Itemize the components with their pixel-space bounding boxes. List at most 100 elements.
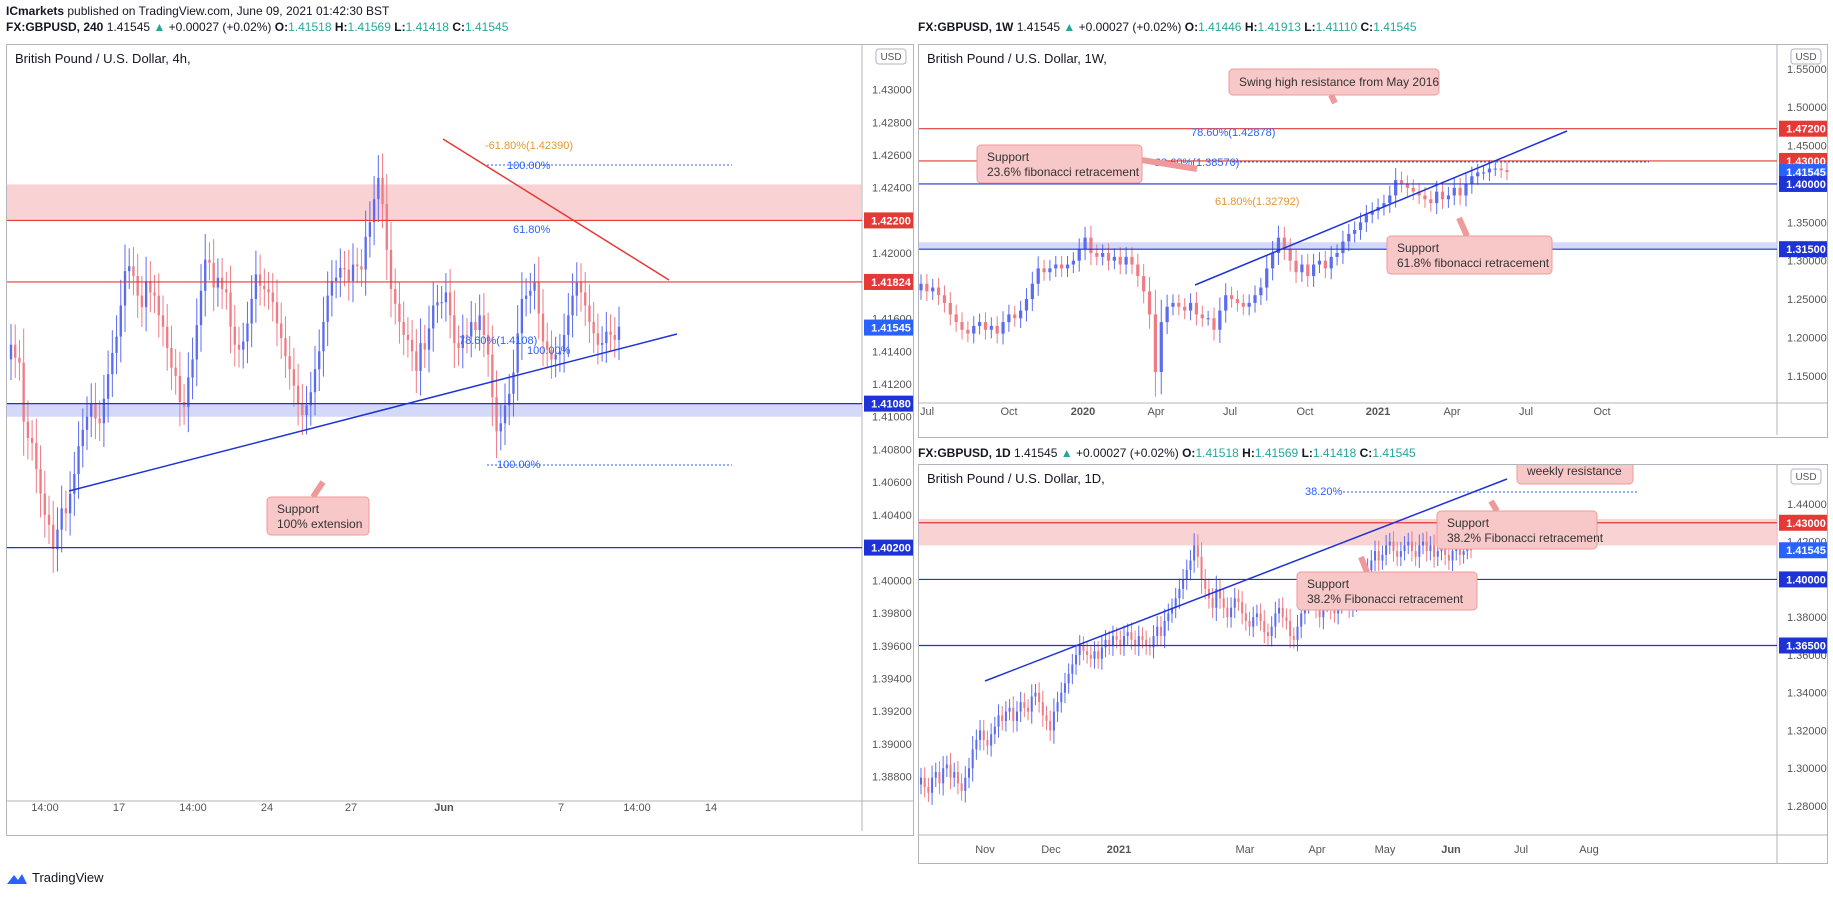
candle-down: [949, 764, 952, 778]
candle-up: [562, 334, 566, 352]
candle-down: [453, 315, 456, 344]
annotation-text: Swing high resistance from May 2016: [1239, 75, 1439, 89]
candle-down: [1417, 191, 1421, 196]
symbol-interval[interactable]: FX:GBPUSD, 1D: [918, 446, 1011, 460]
candle-down: [1405, 183, 1409, 188]
chart-1d-svg[interactable]: USD1.440001.420001.400001.380001.360001.…: [919, 465, 1827, 863]
candle-up: [461, 334, 464, 349]
candle-down: [394, 289, 397, 304]
candle-down: [347, 269, 350, 281]
currency-tag: [875, 48, 907, 65]
chart-panel-1d[interactable]: USD1.440001.420001.400001.380001.360001.…: [918, 464, 1828, 864]
candle-down: [153, 292, 156, 296]
y-tick-label: 1.41400: [872, 346, 912, 358]
price-tag-label: 1.41824: [871, 277, 912, 289]
candle-up: [1370, 560, 1373, 570]
resistance-zone: [7, 184, 862, 221]
y-tick-label: 1.42600: [872, 150, 912, 162]
candle-down: [1041, 702, 1044, 716]
candle-up: [364, 236, 367, 270]
symbol-interval[interactable]: FX:GBPUSD, 1W: [918, 20, 1014, 34]
candle-down: [541, 313, 545, 342]
candle-down: [1086, 651, 1089, 655]
candle-down: [1444, 545, 1447, 555]
candle-up: [1178, 588, 1181, 599]
candle-down: [157, 295, 160, 316]
candle-down: [267, 289, 270, 293]
annotation-box: [1516, 465, 1634, 485]
x-tick-label: Oct: [1593, 406, 1610, 418]
chart-title: British Pound / U.S. Dollar, 4h,: [15, 51, 191, 66]
candle-up: [1487, 168, 1492, 173]
candle-down: [39, 469, 42, 494]
candle-down: [1399, 180, 1404, 184]
candle-down: [1049, 721, 1052, 731]
candle-down: [161, 315, 165, 327]
candle-up: [503, 405, 507, 424]
candle-up: [1388, 195, 1392, 204]
candle-up: [195, 325, 198, 360]
symbol-interval[interactable]: FX:GBPUSD, 240: [6, 20, 104, 34]
candle-down: [1294, 260, 1298, 273]
candle-up: [508, 393, 511, 406]
candle-up: [351, 264, 355, 281]
x-tick-label: 14:00: [623, 802, 651, 814]
publish-date: published on TradingView.com, June 09, 2…: [67, 4, 390, 18]
candle-up: [971, 749, 974, 769]
candle-up: [1382, 203, 1386, 207]
chart-title: British Pound / U.S. Dollar, 1W,: [927, 51, 1107, 66]
candle-down: [609, 331, 612, 335]
candle-down: [474, 321, 477, 331]
publisher-name[interactable]: ICmarkets: [6, 4, 65, 18]
chart-panel-4h[interactable]: USD 1.43000 1.42800 1.42600 1.42400 1.42200 1.…: [6, 44, 914, 836]
candle-down: [43, 493, 46, 515]
candle-up: [250, 298, 253, 324]
candle-down: [26, 421, 30, 438]
last-price: 1.41545: [1014, 446, 1058, 460]
candle-down: [1089, 237, 1093, 254]
tradingview-logo[interactable]: TradingView: [6, 870, 104, 885]
candle-up: [1189, 560, 1192, 570]
candle-down: [1145, 639, 1148, 646]
x-tick-label: Jul: [1519, 406, 1533, 418]
support-zone: [919, 242, 1777, 250]
chart-4h-svg[interactable]: USD 1.43000 1.42800 1.42600 1.42400 1.42200 1.…: [7, 45, 913, 835]
candle-down: [1204, 579, 1207, 589]
candle-up: [931, 287, 935, 292]
candle-down: [1333, 607, 1336, 614]
candle-up: [1001, 322, 1005, 334]
candle-up: [1188, 302, 1193, 311]
candle-down: [1410, 541, 1413, 552]
low-value: 1.41110: [1315, 20, 1358, 34]
price-tag: [1779, 637, 1827, 654]
trendline: [1194, 130, 1568, 286]
x-tick-label: Mar: [1236, 844, 1255, 856]
candle-up: [1300, 264, 1304, 273]
candle-down: [1148, 645, 1151, 648]
price-tag: [1779, 175, 1827, 192]
price-tag-label: 1.41545: [871, 323, 911, 335]
candle-up: [1111, 636, 1114, 646]
y-tick-label: 1.39400: [872, 673, 912, 685]
high-label: H:: [1242, 446, 1255, 460]
bottomright-ohlc-line: FX:GBPUSD, 1D 1.41545 ▲ +0.00027 (+0.02%…: [918, 446, 1416, 460]
candle-down: [1248, 620, 1251, 627]
candle-up: [1206, 318, 1210, 320]
change: +0.00027 (+0.02%): [1078, 20, 1182, 34]
candle-down: [613, 334, 616, 340]
candle-down: [381, 177, 384, 205]
candle-down: [596, 333, 600, 345]
candle-up: [1429, 545, 1432, 552]
candle-down: [1318, 607, 1321, 618]
low-label: L:: [1301, 446, 1313, 460]
candle-up: [558, 351, 562, 355]
candle-down: [1458, 187, 1462, 196]
candle-down: [208, 259, 211, 263]
candle-down: [1153, 314, 1158, 372]
candle-down: [18, 357, 21, 363]
candle-down: [1469, 549, 1473, 551]
x-tick-label: 2021: [1107, 844, 1131, 856]
candle-up: [81, 429, 84, 447]
